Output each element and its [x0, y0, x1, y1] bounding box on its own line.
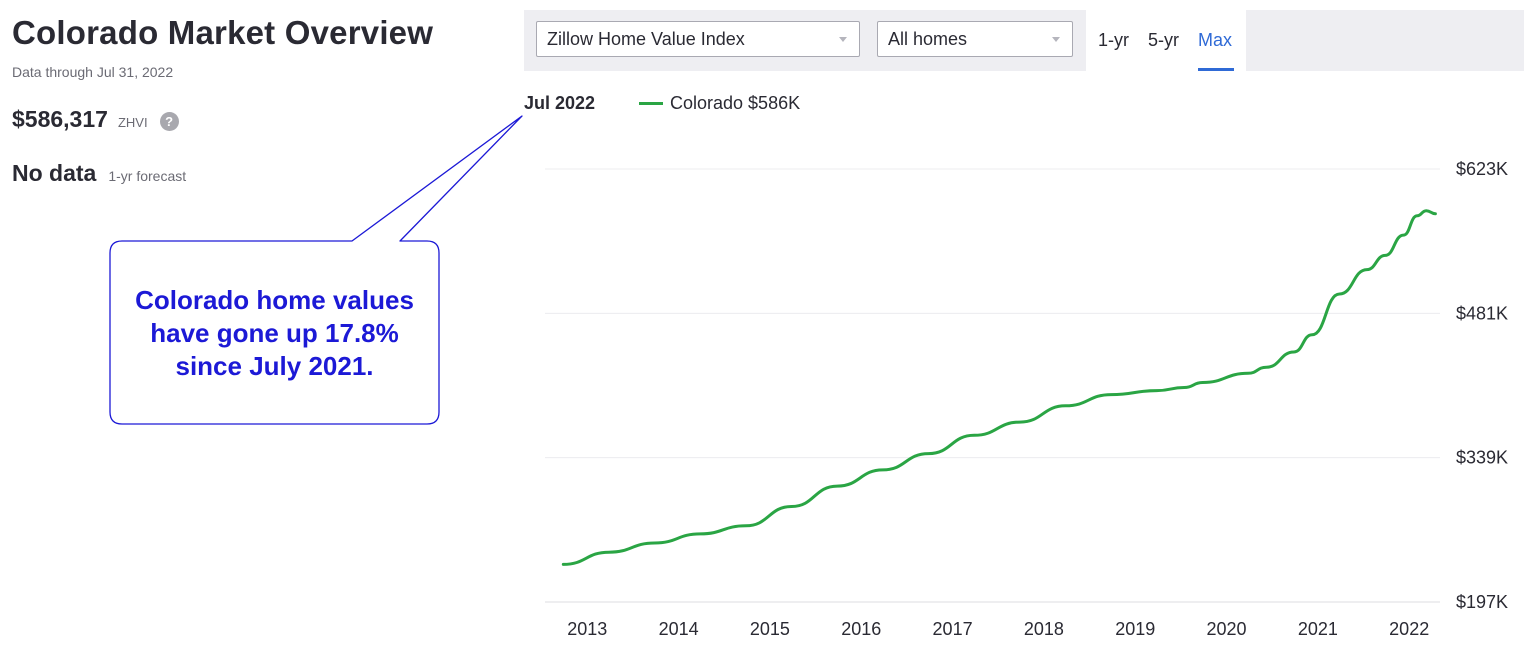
active-range-indicator [1198, 68, 1234, 71]
zhvi-label: ZHVI [117, 115, 148, 130]
forecast-label: 1-yr forecast [108, 168, 187, 184]
callout-line-2: have gone up 17.8% [150, 318, 399, 348]
forecast-value: No data [12, 160, 97, 186]
series-line-colorado[interactable] [561, 209, 1437, 566]
legend-series-label: Colorado $586K [670, 93, 801, 113]
legend-date: Jul 2022 [524, 93, 596, 113]
y-tick-label: $481K [1456, 303, 1508, 323]
home-type-select[interactable]: All homes [877, 21, 1073, 57]
callout-bubble [109, 115, 523, 425]
range-1yr-button[interactable]: 1-yr [1098, 30, 1129, 50]
x-tick-label: 2014 [659, 619, 699, 639]
x-tick-label: 2019 [1115, 619, 1155, 639]
range-tabs: 1-yr 5-yr Max [1086, 10, 1246, 71]
y-tick-label: $339K [1456, 448, 1508, 468]
forecast-summary: No data 1-yr forecast [12, 160, 186, 187]
chevron-down-icon [839, 37, 847, 42]
axis-labels: $197K $339K $481K $623K 2013 2014 2015 2016 2017… [567, 159, 1508, 639]
grid-lines [545, 168, 1440, 603]
x-tick-label: 2016 [841, 619, 881, 639]
index-select[interactable]: Zillow Home Value Index [536, 21, 860, 57]
legend-swatch [639, 102, 663, 105]
y-tick-label: $623K [1456, 159, 1508, 179]
page-title: Colorado Market Overview [12, 14, 434, 51]
range-5yr-button[interactable]: 5-yr [1148, 30, 1179, 50]
x-tick-label: 2017 [933, 619, 973, 639]
x-tick-label: 2020 [1207, 619, 1247, 639]
zhvi-value: $586,317 [12, 106, 108, 132]
home-type-select-value: All homes [888, 29, 968, 49]
index-select-value: Zillow Home Value Index [547, 29, 745, 49]
callout-line-1: Colorado home values [135, 285, 414, 315]
callout-line-3: since July 2021. [175, 351, 374, 381]
callout [109, 115, 523, 425]
x-tick-label: 2018 [1024, 619, 1064, 639]
zhvi-summary: $586,317 ZHVI ? [12, 106, 179, 133]
chart-toolbar: Zillow Home Value Index All homes 1-yr 5… [524, 10, 1524, 71]
y-tick-label: $197K [1456, 592, 1508, 612]
series-layer [561, 209, 1437, 566]
x-tick-label: 2013 [567, 619, 607, 639]
chevron-down-icon [1052, 37, 1060, 42]
x-tick-label: 2022 [1389, 619, 1429, 639]
x-tick-label: 2015 [750, 619, 790, 639]
data-through-date: Data through Jul 31, 2022 [12, 64, 174, 80]
help-icon[interactable]: ? [159, 112, 179, 131]
callout-text: Colorado home values have gone up 17.8% … [112, 284, 437, 383]
x-tick-label: 2021 [1298, 619, 1338, 639]
range-max-button[interactable]: Max [1198, 30, 1233, 50]
